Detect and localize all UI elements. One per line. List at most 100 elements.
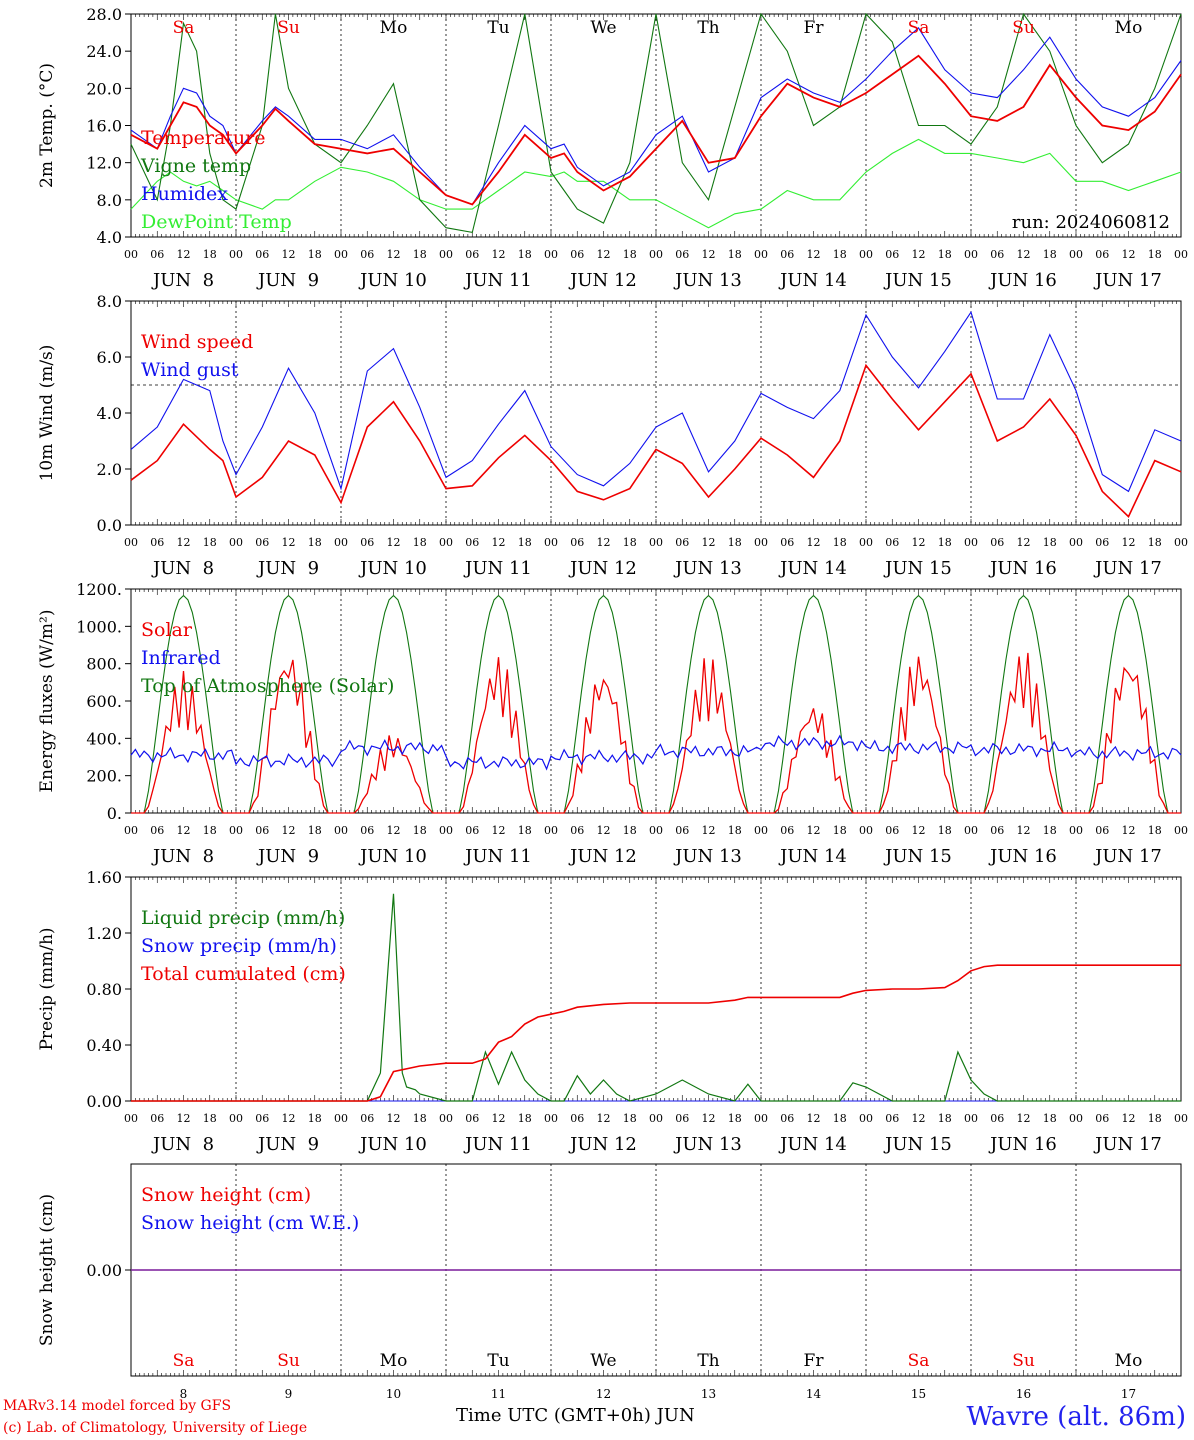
hour-tick-label: 06 [780, 536, 794, 549]
hour-tick-label: 00 [334, 248, 348, 261]
hour-tick-label: 00 [544, 1112, 558, 1125]
day-label: JUN 13 [673, 270, 742, 291]
legend-entry: Wind gust [141, 359, 239, 381]
hour-tick-label: 18 [518, 536, 532, 549]
day-label: JUN 13 [673, 846, 742, 867]
day-label: JUN 13 [673, 558, 742, 579]
day-label: JUN 15 [883, 1134, 952, 1155]
hour-tick-label: 00 [964, 536, 978, 549]
hour-tick-label: 12 [1122, 536, 1136, 549]
hour-tick-label: 12 [912, 824, 926, 837]
hour-tick-label: 00 [859, 1112, 873, 1125]
day-label: JUN 11 [463, 1134, 532, 1155]
hour-tick-label: 18 [728, 248, 742, 261]
hour-tick-label: 18 [518, 248, 532, 261]
hour-tick-label: 00 [544, 248, 558, 261]
y-tick-label: 16.0 [86, 117, 122, 136]
hour-tick-label: 06 [675, 1112, 689, 1125]
hour-tick-label: 00 [124, 1112, 138, 1125]
hour-tick-label: 18 [308, 536, 322, 549]
weekday-label: We [590, 1351, 616, 1371]
day-label: JUN 9 [256, 558, 319, 579]
y-tick-label: 0.40 [86, 1036, 122, 1055]
y-tick-label: 1200. [76, 580, 122, 599]
hour-tick-label: 18 [203, 824, 217, 837]
hour-tick-label: 00 [964, 248, 978, 261]
hour-tick-label: 12 [1017, 824, 1031, 837]
hour-tick-label: 18 [938, 248, 952, 261]
hour-tick-label: 12 [387, 1112, 401, 1125]
hour-tick-label: 06 [465, 1112, 479, 1125]
hour-tick-label: 18 [308, 248, 322, 261]
y-tick-label: 0.80 [86, 980, 122, 999]
y-tick-label: 0.00 [86, 1092, 122, 1111]
hour-tick-label: 18 [728, 1112, 742, 1125]
hour-tick-label: 06 [1095, 1112, 1109, 1125]
hour-tick-label: 06 [150, 1112, 164, 1125]
day-label: JUN 16 [988, 1134, 1057, 1155]
hour-tick-label: 12 [1017, 536, 1031, 549]
weekday-label: Sa [908, 1351, 930, 1371]
hour-tick-label: 06 [780, 248, 794, 261]
weekday-label: Th [697, 18, 719, 38]
hour-tick-label: 12 [597, 248, 611, 261]
run-annotation: run: 2024060812 [1012, 212, 1170, 233]
hour-tick-label: 12 [807, 536, 821, 549]
hour-tick-label: 00 [964, 824, 978, 837]
hour-tick-label: 00 [334, 536, 348, 549]
day-label: JUN 11 [463, 270, 532, 291]
hour-tick-label: 12 [492, 536, 506, 549]
hour-tick-label: 00 [439, 248, 453, 261]
hour-tick-label: 06 [780, 824, 794, 837]
hour-tick-label: 00 [649, 824, 663, 837]
hour-tick-label: 06 [885, 824, 899, 837]
y-tick-label: 28.0 [86, 5, 122, 24]
y-tick-label: 8.0 [97, 191, 122, 210]
day-number-label: 8 [180, 1387, 188, 1401]
day-label: JUN 9 [256, 1134, 319, 1155]
hour-tick-label: 00 [964, 1112, 978, 1125]
y-tick-label: 1.20 [86, 924, 122, 943]
weekday-label: Fr [804, 1351, 825, 1371]
hour-tick-label: 00 [1174, 536, 1188, 549]
legend-entry: Liquid precip (mm/h) [141, 907, 345, 929]
hour-tick-label: 18 [833, 536, 847, 549]
hour-tick-label: 00 [439, 824, 453, 837]
wind-speed-series [130, 363, 1182, 518]
day-number-label: 13 [701, 1387, 716, 1401]
hour-tick-label: 06 [360, 824, 374, 837]
y-tick-label: 0.00 [86, 1261, 122, 1280]
hour-tick-label: 06 [150, 248, 164, 261]
y-tick-label: 0.0 [97, 516, 122, 535]
hour-tick-label: 06 [150, 824, 164, 837]
hour-tick-label: 06 [990, 1112, 1004, 1125]
hour-tick-label: 18 [1043, 248, 1057, 261]
day-label: JUN 17 [1093, 270, 1162, 291]
hour-tick-label: 18 [1148, 824, 1162, 837]
hour-tick-label: 12 [1122, 824, 1136, 837]
hour-tick-label: 00 [1174, 248, 1188, 261]
y-tick-label: 20.0 [86, 79, 122, 98]
hour-tick-label: 06 [1095, 536, 1109, 549]
day-label: JUN 11 [463, 558, 532, 579]
weekday-label: Su [277, 18, 300, 38]
hour-tick-label: 18 [413, 248, 427, 261]
hour-tick-label: 00 [859, 248, 873, 261]
hour-tick-label: 12 [282, 248, 296, 261]
hour-tick-label: 00 [754, 1112, 768, 1125]
hour-tick-label: 18 [203, 536, 217, 549]
hour-tick-label: 12 [912, 1112, 926, 1125]
hour-tick-label: 00 [1069, 536, 1083, 549]
hour-tick-label: 06 [990, 824, 1004, 837]
lab-credit: (c) Lab. of Climatology, University of L… [3, 1420, 308, 1436]
hour-tick-label: 00 [649, 248, 663, 261]
weekday-label: Mo [380, 18, 408, 38]
day-number-label: 9 [285, 1387, 293, 1401]
y-tick-label: 1.60 [86, 868, 122, 887]
weekday-label: Sa [173, 1351, 195, 1371]
panel-5-ylabel: Snow height (cm) [37, 1194, 57, 1346]
hour-tick-label: 12 [492, 824, 506, 837]
infrared-series [130, 734, 1182, 771]
hour-tick-label: 00 [229, 248, 243, 261]
hour-tick-label: 12 [1017, 248, 1031, 261]
